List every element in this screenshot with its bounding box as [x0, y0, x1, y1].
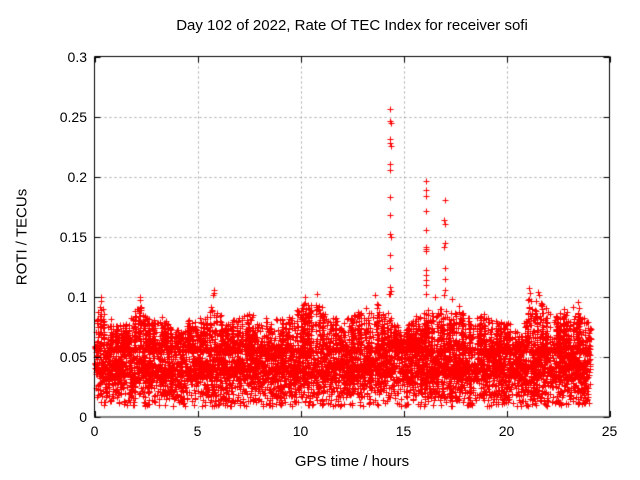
- y-tick-label: 0.3: [67, 48, 87, 65]
- y-tick-label: 0.05: [59, 348, 87, 365]
- y-tick-label: 0.1: [67, 288, 87, 305]
- y-tick-label: 0: [79, 409, 87, 425]
- x-tick-label: 15: [395, 423, 412, 439]
- y-tick-label: 0.15: [59, 228, 87, 245]
- x-tick-label: 20: [498, 423, 515, 439]
- x-tick-label: 0: [90, 423, 99, 439]
- y-tick-label: 0.2: [67, 168, 87, 185]
- x-tick-label: 10: [292, 423, 309, 439]
- chart-title: Day 102 of 2022, Rate Of TEC Index for r…: [176, 17, 528, 34]
- y-tick-label: 0.25: [59, 108, 87, 125]
- x-axis-label: GPS time / hours: [294, 453, 410, 470]
- x-tick-label: 25: [601, 423, 618, 439]
- x-tick-label: 5: [193, 423, 202, 439]
